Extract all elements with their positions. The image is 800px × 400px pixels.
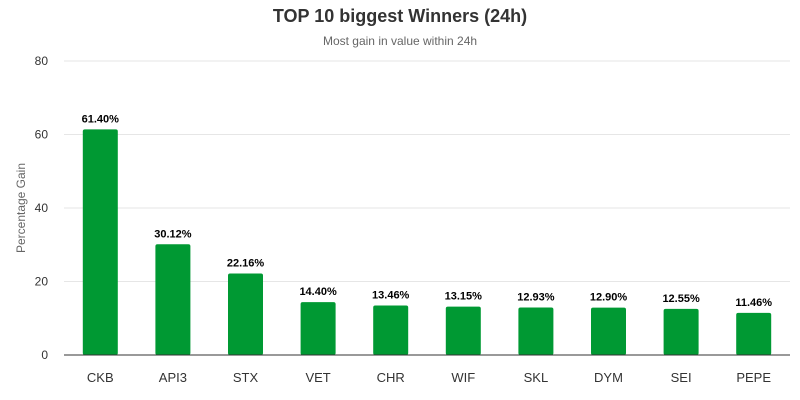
x-tick-label: SEI — [671, 370, 692, 385]
y-tick-label: 80 — [35, 54, 49, 68]
chart-title: TOP 10 biggest Winners (24h) — [272, 6, 528, 26]
bar — [82, 129, 118, 355]
x-tick-label: CKB — [87, 370, 114, 385]
x-tick-label: CHR — [377, 370, 405, 385]
data-label: 22.16% — [227, 258, 265, 270]
bar — [445, 306, 481, 355]
bar — [736, 312, 772, 355]
data-label: 12.55% — [662, 293, 700, 305]
y-tick-label: 40 — [35, 201, 49, 215]
x-tick-label: PEPE — [736, 370, 771, 385]
x-tick-label: WIF — [451, 370, 475, 385]
x-tick-label: SKL — [524, 370, 549, 385]
x-axis: CKB API3 STX VET CHR WIF SKL DYM SEI PEPE — [87, 370, 771, 385]
data-label: 61.40% — [82, 113, 120, 125]
y-tick-label: 60 — [35, 128, 49, 142]
data-label: 11.46% — [735, 297, 772, 309]
data-label: 12.93% — [517, 291, 555, 303]
bar — [663, 308, 699, 355]
y-tick-label: 20 — [35, 275, 49, 289]
bar — [591, 307, 626, 355]
x-tick-label: API3 — [159, 370, 187, 385]
data-label: 13.15% — [445, 291, 483, 303]
bar — [228, 273, 263, 355]
value-labels: 61.40% 30.12% 22.16% 14.40% 13.46% 13.15% 12.9… — [82, 113, 773, 309]
bar — [155, 244, 191, 355]
data-label: 13.46% — [372, 290, 410, 302]
y-axis-label: Percentage Gain — [14, 163, 28, 253]
bar — [518, 307, 554, 355]
x-tick-label: STX — [233, 370, 259, 385]
y-axis: 0 20 40 60 80 — [35, 54, 49, 362]
bar — [300, 302, 336, 355]
x-tick-label: VET — [305, 370, 330, 385]
x-tick-label: DYM — [594, 370, 623, 385]
bars — [82, 129, 772, 355]
chart-subtitle: Most gain in value within 24h — [322, 34, 478, 48]
data-label: 30.12% — [154, 228, 192, 240]
y-tick-label: 0 — [41, 348, 48, 362]
bar — [373, 305, 409, 355]
data-label: 12.90% — [590, 292, 628, 304]
data-label: 14.40% — [299, 286, 337, 298]
